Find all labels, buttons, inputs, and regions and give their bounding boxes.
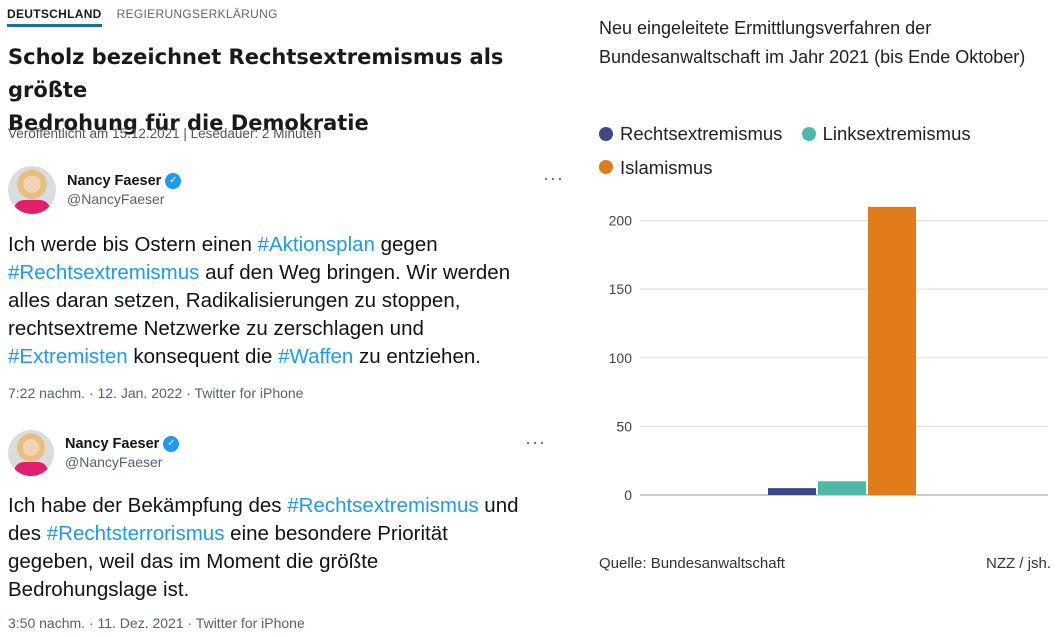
- tweet-text-segment: gegen: [374, 233, 438, 256]
- y-tick-label: 100: [609, 350, 633, 366]
- legend-label: Islamismus: [620, 156, 713, 178]
- author-handle[interactable]: @NancyFaeser: [67, 191, 165, 207]
- tag-deutschland[interactable]: DEUTSCHLAND: [7, 7, 102, 27]
- y-tick-label: 150: [609, 281, 633, 297]
- tweet-text-segment: gegeben, weil das im Moment die größte: [8, 550, 379, 573]
- tweet-2-meta[interactable]: 3:50 nachm. · 11. Dez. 2021 · Twitter fo…: [8, 615, 305, 631]
- chart-panel: Neu eingeleitete Ermittlungsverfahren de…: [590, 0, 1057, 637]
- legend-item-linksextremismus: Linksextremismus: [801, 117, 971, 150]
- author-name[interactable]: Nancy Faeser: [65, 436, 160, 452]
- y-tick-label: 0: [624, 487, 632, 503]
- tag-regierungserklaerung[interactable]: REGIERUNGSERKLÄRUNG: [116, 7, 278, 21]
- tweet-1-text: Ich werde bis Ostern einen #Aktionsplan …: [8, 231, 510, 371]
- article-column: DEUTSCHLAND REGIERUNGSERKLÄRUNG Scholz b…: [7, 7, 588, 631]
- bar-rechtsextremismus: [768, 488, 816, 495]
- legend-dot: [801, 126, 816, 141]
- tweet-1-header: Nancy Faeser ✓ @NancyFaeser ···: [8, 166, 568, 214]
- tweet-1-meta[interactable]: 7:22 nachm. · 12. Jan. 2022 · Twitter fo…: [8, 385, 304, 401]
- author-handle[interactable]: @NancyFaeser: [65, 454, 163, 470]
- headline-line-2: Bedrohung für die Demokratie: [8, 111, 369, 135]
- bar-chart: 0 50 100 150 200: [609, 206, 1048, 503]
- legend-item-rechtsextremismus: Rechtsextremismus: [599, 117, 782, 150]
- hashtag-link[interactable]: #Waffen: [278, 345, 354, 368]
- tweet-text-segment: auf den Weg bringen. Wir werden: [199, 261, 511, 284]
- hashtag-link[interactable]: #Extremisten: [8, 345, 128, 368]
- legend-item-islamismus: Islamismus: [599, 151, 713, 184]
- chart-legend: Rechtsextremismus Linksextremismus Islam…: [599, 117, 1039, 184]
- chart-title: Neu eingeleitete Ermittlungsverfahren de…: [599, 18, 1026, 67]
- hashtag-link[interactable]: #Rechtsterrorismus: [46, 522, 225, 545]
- tweet-2-header: Nancy Faeser ✓ @NancyFaeser ···: [8, 430, 568, 476]
- article-headline: Scholz bezeichnet Rechtsextremismus als …: [8, 41, 588, 140]
- headline-line-1: Scholz bezeichnet Rechtsextremismus als …: [8, 45, 504, 102]
- more-options-icon[interactable]: ···: [543, 168, 564, 188]
- tweet-text-segment: des: [8, 522, 47, 545]
- tweet-text-segment: konsequent die: [127, 345, 279, 368]
- legend-label: Rechtsextremismus: [620, 123, 783, 144]
- article-meta: Veröffentlicht am 15.12.2021 | Lesedauer…: [8, 126, 322, 141]
- tweet-1-author: Nancy Faeser ✓ @NancyFaeser: [67, 173, 182, 207]
- hashtag-link[interactable]: #Rechtsextremismus: [8, 261, 200, 284]
- hashtag-link[interactable]: #Rechtsextremismus: [287, 494, 479, 517]
- more-options-icon[interactable]: ···: [525, 432, 546, 452]
- bar-islamismus: [868, 206, 916, 495]
- tweet-text-segment: zu entziehen.: [353, 345, 481, 368]
- avatar[interactable]: [8, 166, 56, 214]
- tweet-text-segment: rechtsextreme Netzwerke zu zerschlagen u…: [8, 317, 424, 340]
- bar-linksextremismus: [818, 481, 866, 495]
- tweet-text-segment: Ich werde bis Ostern einen: [8, 233, 258, 256]
- chart-credit: NZZ / jsh.: [985, 555, 1051, 572]
- avatar[interactable]: [8, 430, 54, 476]
- tweet-text-segment: und: [478, 494, 519, 517]
- chart-source: Quelle: Bundesanwaltschaft: [599, 555, 785, 572]
- hashtag-link[interactable]: #Aktionsplan: [257, 233, 375, 256]
- author-name[interactable]: Nancy Faeser: [67, 173, 162, 189]
- legend-dot: [599, 160, 613, 174]
- tweet-text-segment: eine besondere Priorität: [224, 522, 448, 545]
- tweet-text-segment: Ich habe der Bekämpfung des: [8, 494, 288, 517]
- verified-badge-icon: ✓: [163, 436, 180, 452]
- y-tick-label: 200: [609, 213, 633, 229]
- y-tick-label: 50: [616, 418, 632, 434]
- legend-label: Linksextremismus: [822, 123, 971, 144]
- tweet-2-text: Ich habe der Bekämpfung des #Rechtsextre…: [8, 492, 519, 604]
- tweet-text-segment: alles daran setzen, Radikalisierungen zu…: [8, 289, 461, 312]
- legend-dot: [599, 126, 613, 141]
- tweet-text-segment: Bedrohungslage ist.: [8, 578, 190, 601]
- tweet-2-author: Nancy Faeser ✓ @NancyFaeser: [65, 436, 180, 470]
- verified-badge-icon: ✓: [165, 173, 182, 189]
- article-tags: DEUTSCHLAND REGIERUNGSERKLÄRUNG: [7, 7, 278, 27]
